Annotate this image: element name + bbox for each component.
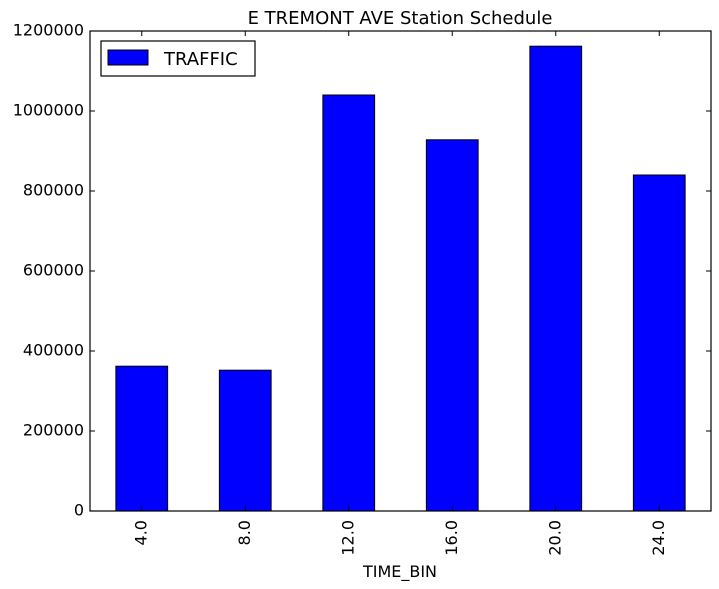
x-tick-label: 8.0 — [235, 520, 254, 545]
x-tick-label: 4.0 — [131, 520, 150, 545]
y-tick-label: 200000 — [23, 421, 84, 440]
bars-group — [115, 45, 686, 512]
y-tick-label: 800000 — [23, 181, 84, 200]
y-tick-label: 1200000 — [13, 21, 84, 40]
y-tick-label: 600000 — [23, 261, 84, 280]
bar-24.0 — [632, 174, 686, 512]
bar-12.0 — [322, 94, 376, 512]
y-tick-label: 400000 — [23, 341, 84, 360]
axis-ticks — [90, 30, 711, 512]
legend-swatch-traffic — [107, 49, 149, 66]
bar-20.0 — [529, 45, 583, 512]
y-axis-tick-labels: 0 200000 400000 600000 800000 1000000 1200000 — [13, 21, 84, 520]
legend: TRAFFIC — [100, 40, 256, 77]
x-axis-label: TIME_BIN — [362, 562, 437, 582]
bar-8.0 — [218, 369, 272, 512]
bar-4.0 — [115, 365, 169, 512]
legend-label-traffic: TRAFFIC — [163, 49, 238, 70]
chart-title: E TREMONT AVE Station Schedule — [248, 8, 553, 29]
x-tick-label: 24.0 — [649, 520, 668, 556]
y-tick-label: 1000000 — [13, 101, 84, 120]
x-tick-label: 20.0 — [545, 520, 564, 556]
y-tick-label: 0 — [74, 501, 84, 520]
plot-area-frame — [89, 30, 712, 512]
x-tick-label: 16.0 — [442, 520, 461, 556]
bar-16.0 — [425, 139, 479, 512]
x-tick-label: 12.0 — [338, 520, 357, 556]
x-axis-tick-labels: 4.0 8.0 12.0 16.0 20.0 24.0 — [131, 520, 668, 556]
